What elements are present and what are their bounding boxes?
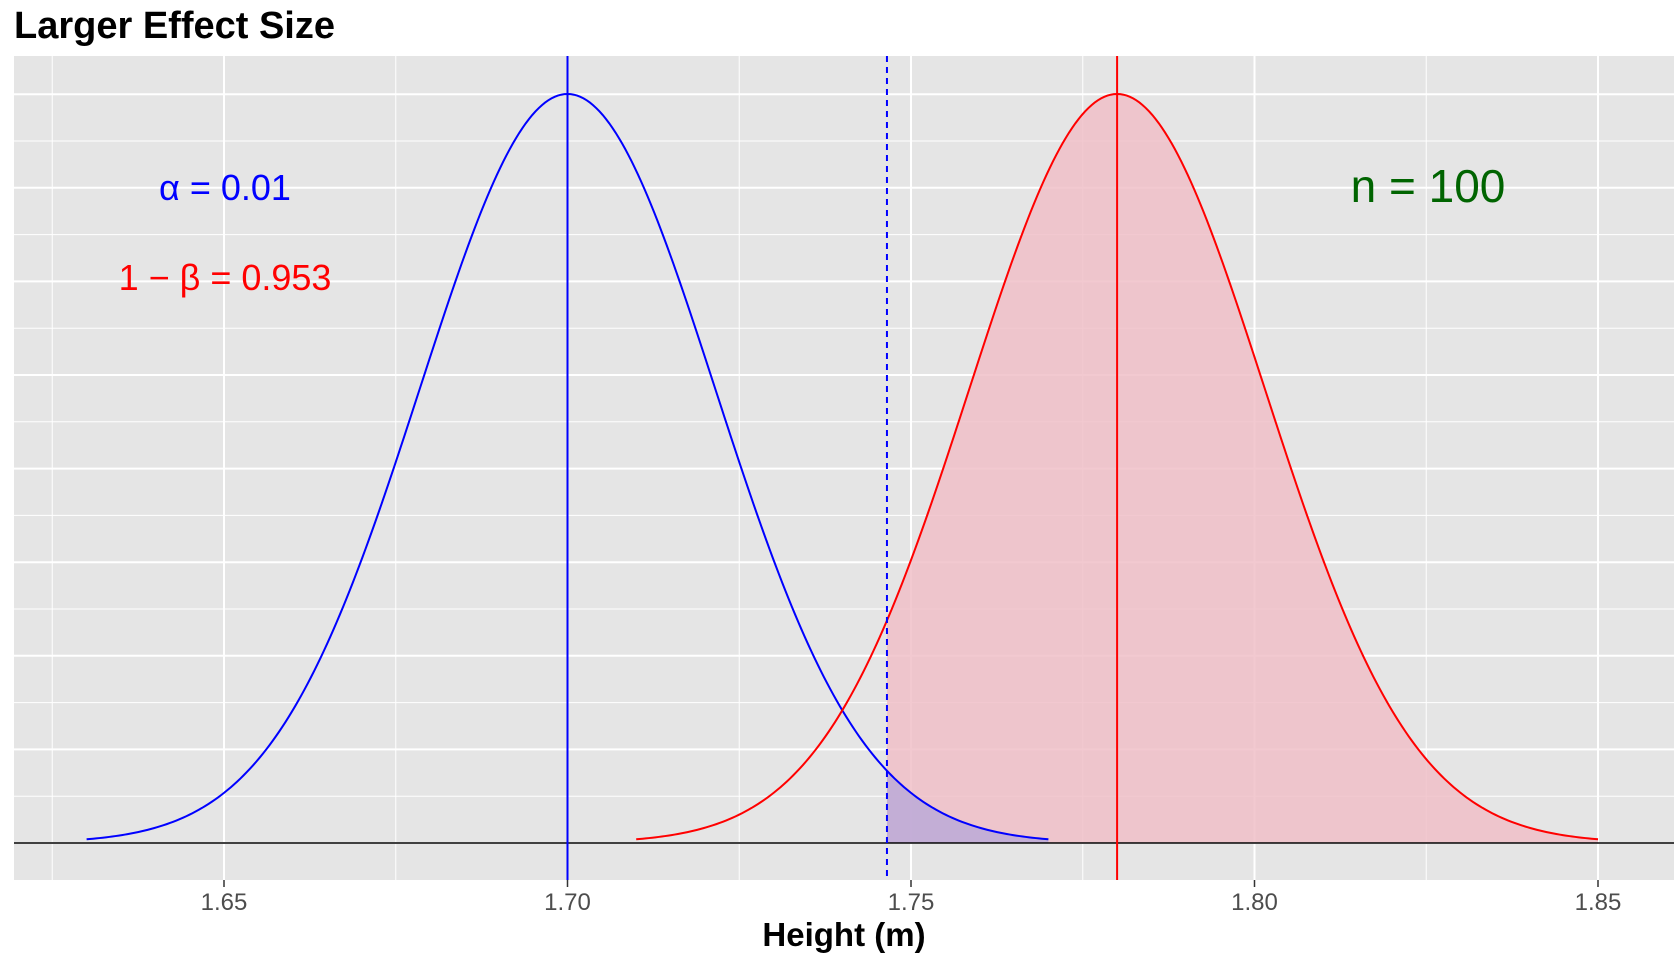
power-annotation: 1 − β = 0.953 bbox=[119, 257, 332, 298]
shaded-areas bbox=[886, 94, 1598, 843]
reference-lines bbox=[14, 56, 1674, 880]
x-tick-label: 1.70 bbox=[544, 889, 591, 916]
sample-size-annotation: n = 100 bbox=[1351, 160, 1506, 212]
alpha-annotation: α = 0.01 bbox=[159, 167, 291, 208]
x-axis-label: Height (m) bbox=[762, 916, 925, 953]
power-area bbox=[886, 94, 1598, 843]
x-tick-label: 1.65 bbox=[201, 889, 248, 916]
x-tick-label: 1.75 bbox=[888, 889, 935, 916]
x-tick-label: 1.85 bbox=[1575, 889, 1622, 916]
x-tick-label: 1.80 bbox=[1231, 889, 1278, 916]
alpha-area bbox=[886, 770, 1049, 843]
chart-title: Larger Effect Size bbox=[14, 5, 335, 47]
x-axis-ticks: 1.65 1.70 1.75 1.80 1.85 bbox=[201, 880, 1622, 916]
